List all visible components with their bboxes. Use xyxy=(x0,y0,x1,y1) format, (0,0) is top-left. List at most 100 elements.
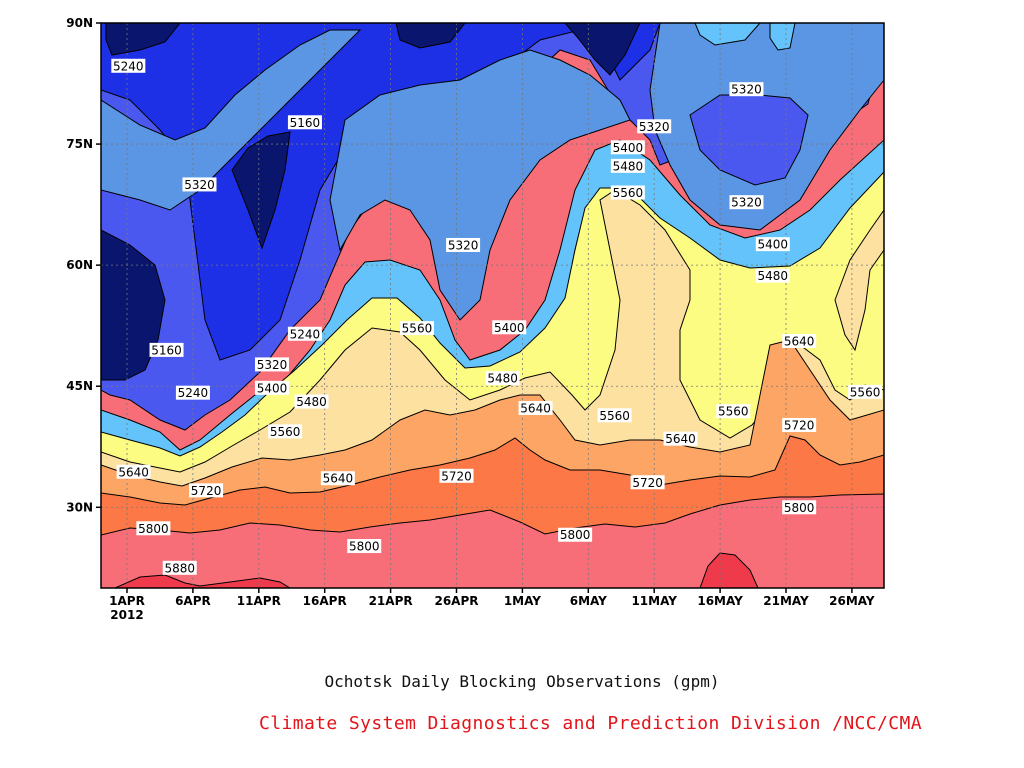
x-tick-label: 11APR xyxy=(237,594,281,608)
band-lt5160-b xyxy=(231,131,291,250)
contour-label: 5400 xyxy=(254,380,289,395)
contour-label-text: 5480 xyxy=(613,159,644,173)
contour-label-text: 5400 xyxy=(494,321,525,335)
contour-label: 5240 xyxy=(111,58,146,73)
contour-label-text: 5480 xyxy=(487,372,518,386)
contour-label-text: 5240 xyxy=(178,386,209,400)
contour-label-text: 5160 xyxy=(290,116,321,130)
band-lt5160-e xyxy=(564,23,641,76)
contour-label-text: 5800 xyxy=(138,522,169,536)
contour-label-text: 5560 xyxy=(270,425,301,439)
contour-label: 5560 xyxy=(848,384,883,399)
contour-label-text: 5240 xyxy=(290,327,321,341)
y-tick-label: 75N xyxy=(66,137,93,151)
contour-label-text: 5720 xyxy=(784,418,815,432)
contour-label-text: 5320 xyxy=(639,120,670,134)
contour-label-text: 5480 xyxy=(758,269,789,283)
contour-label-text: 5720 xyxy=(191,484,222,498)
axes: 30N 45N 60N 75N 90N 1APR 6APR 11APR 16APR 21APR 26… xyxy=(66,16,875,622)
x-tick-label: 26MAY xyxy=(829,594,875,608)
contour-label: 5800 xyxy=(136,521,171,536)
contour-label-text: 5480 xyxy=(296,395,327,409)
contour-label: 5720 xyxy=(630,475,665,490)
contour-label: 5480 xyxy=(485,371,520,386)
contour-label: 5480 xyxy=(755,268,790,283)
contour-label: 5560 xyxy=(597,408,632,423)
band-lt5160-d xyxy=(395,23,466,49)
contour-label-text: 5800 xyxy=(349,540,380,554)
contour-label: 5400 xyxy=(492,320,527,335)
x-tick-label: 21APR xyxy=(369,594,413,608)
contour-label: 5640 xyxy=(782,334,817,349)
credit-text: Climate System Diagnostics and Predictio… xyxy=(259,713,922,734)
contour-label: 5800 xyxy=(558,527,593,542)
contour-label: 5640 xyxy=(320,471,355,486)
contour-label: 5560 xyxy=(716,404,751,419)
y-tick-label: 90N xyxy=(66,16,93,30)
contour-label-text: 5400 xyxy=(758,238,789,252)
band-5800-5880 xyxy=(101,493,884,588)
plot-frame xyxy=(100,22,885,589)
contour-label: 5640 xyxy=(116,464,151,479)
contour-label: 5720 xyxy=(782,417,817,432)
gridlines xyxy=(101,23,884,588)
contour-label: 5800 xyxy=(782,500,817,515)
contour-label-text: 5720 xyxy=(441,469,472,483)
contour-label: 5720 xyxy=(189,483,224,498)
contour-label-text: 5320 xyxy=(257,358,288,372)
contour-label-text: 5400 xyxy=(613,141,644,155)
x-tick-label: 16MAY xyxy=(697,594,743,608)
contour-label: 5480 xyxy=(294,394,329,409)
contour-label-text: 5320 xyxy=(184,178,215,192)
contour-label-text: 5560 xyxy=(599,409,630,423)
y-tick-label: 60N xyxy=(66,258,93,272)
contour-label: 5560 xyxy=(268,424,303,439)
contour-label: 5320 xyxy=(446,237,481,252)
x-tick-label: 6APR xyxy=(175,594,211,608)
y-tick-label: 45N xyxy=(66,379,93,393)
contour-label-text: 5640 xyxy=(118,465,149,479)
contour-label: 5320 xyxy=(729,195,764,210)
contour-label: 5320 xyxy=(182,177,217,192)
contour-label: 5640 xyxy=(663,431,698,446)
contour-label-text: 5640 xyxy=(784,335,815,349)
band-5880-a xyxy=(114,574,291,588)
x-tick-label: 26APR xyxy=(434,594,478,608)
contour-label: 5320 xyxy=(254,357,289,372)
contour-label-text: 5800 xyxy=(784,501,815,515)
band-5400-light-b xyxy=(769,23,796,51)
contour-label: 5320 xyxy=(729,82,764,97)
contour-label: 5560 xyxy=(610,185,645,200)
band-5880-b xyxy=(699,552,759,588)
contour-label-text: 5560 xyxy=(850,385,881,399)
band-lt5160-a xyxy=(101,229,166,381)
contour-label-text: 5320 xyxy=(731,83,762,97)
contour-label: 5240 xyxy=(175,385,210,400)
contour-label: 5400 xyxy=(610,140,645,155)
y-tick-label: 30N xyxy=(66,500,93,514)
contour-label-text: 5560 xyxy=(718,405,749,419)
contour-label-text: 5160 xyxy=(151,343,182,357)
contour-label: 5160 xyxy=(149,342,184,357)
contour-chart: 5240 5160 5320 5320 5240 5160 5320 5240 5400 5480… xyxy=(66,16,885,622)
band-5320-5400 xyxy=(101,29,362,211)
x-year-label: 2012 xyxy=(110,608,143,622)
contour-label: 5720 xyxy=(439,468,474,483)
contour-label-text: 5320 xyxy=(731,196,762,210)
contour-labels: 5240 5160 5320 5320 5240 5160 5320 5240 5400 5480… xyxy=(111,58,883,575)
contour-label-text: 5320 xyxy=(448,238,479,252)
contour-label: 5160 xyxy=(287,115,322,130)
contour-label-text: 5640 xyxy=(323,472,354,486)
contour-label-text: 5400 xyxy=(257,381,288,395)
contour-label: 5800 xyxy=(347,539,382,554)
contour-label: 5640 xyxy=(518,401,553,416)
x-tick-label: 6MAY xyxy=(570,594,607,608)
contour-label-text: 5720 xyxy=(632,476,663,490)
contour-label-text: 5640 xyxy=(665,432,696,446)
contour-label-text: 5240 xyxy=(113,59,144,73)
contour-label-text: 5640 xyxy=(520,402,551,416)
contour-label: 5480 xyxy=(610,158,645,173)
x-tick-label: 11MAY xyxy=(631,594,677,608)
contour-label-text: 5560 xyxy=(613,186,644,200)
band-5320-5400-b xyxy=(329,49,631,321)
